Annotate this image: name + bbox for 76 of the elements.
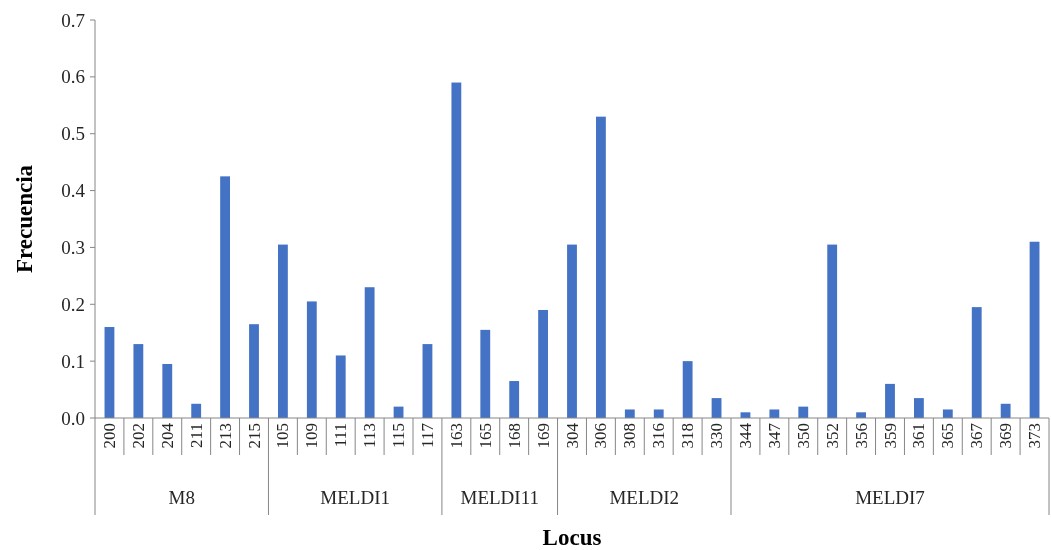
x-tick-label: 304 (562, 422, 582, 449)
bar (220, 176, 231, 418)
y-tick-label: 0.3 (61, 236, 85, 258)
x-tick-label: 105 (273, 423, 293, 449)
x-tick-label: 373 (1025, 423, 1045, 449)
x-tick-label: 356 (851, 423, 871, 449)
x-tick-label: 365 (938, 423, 958, 449)
x-tick-label: 204 (157, 422, 177, 449)
bar (827, 244, 838, 418)
text: MELDI2 (609, 486, 680, 508)
x-tick-label: 165 (475, 423, 495, 449)
x-tick-label: 330 (707, 423, 727, 449)
y-axis-title: Frecuencia (11, 164, 37, 274)
y-tick-label: 0.6 (61, 66, 85, 88)
x-tick-label: 213 (215, 423, 235, 449)
bar (422, 344, 433, 418)
text: MELDI1 (320, 486, 391, 508)
x-tick-label: 200 (99, 423, 119, 449)
bar (451, 82, 462, 418)
x-axis-title: Locus (542, 524, 602, 550)
x-tick-label: 215 (244, 423, 264, 449)
bar (191, 403, 202, 418)
y-tick-label: 0.1 (61, 350, 85, 372)
text: MELDI7 (855, 486, 925, 508)
x-tick-label: 367 (967, 422, 987, 449)
bar (624, 409, 635, 418)
bar (162, 363, 173, 418)
bar (1000, 403, 1011, 418)
x-tick-label: 318 (678, 423, 698, 449)
x-tick-label: 352 (822, 423, 842, 449)
y-tick-label: 0.5 (61, 123, 85, 145)
bar (682, 361, 693, 418)
bar (104, 327, 115, 418)
x-tick-label: 211 (186, 423, 206, 448)
x-tick-label: 163 (446, 423, 466, 449)
x-tick-label: 168 (504, 423, 524, 449)
bar (914, 398, 924, 418)
y-tick-label: 0.4 (61, 180, 86, 202)
bar (596, 116, 606, 418)
x-tick-label: 316 (649, 423, 669, 449)
bar (538, 309, 549, 418)
x-tick-label: 369 (996, 423, 1016, 449)
x-tick-label: 359 (880, 423, 900, 449)
bar (971, 307, 982, 418)
bar (885, 383, 895, 418)
x-tick-label: 361 (909, 423, 929, 449)
y-tick-label: 0.2 (61, 293, 85, 315)
x-tick-label: 308 (620, 423, 640, 449)
bar (1029, 241, 1040, 418)
bar (567, 244, 577, 418)
bar (653, 409, 664, 418)
x-tick-label: 347 (764, 422, 784, 449)
bar (509, 381, 520, 418)
bar (306, 301, 317, 418)
x-tick-label: 117 (417, 422, 437, 448)
bar (249, 324, 259, 418)
x-tick-label: 115 (389, 423, 409, 448)
bar (769, 409, 780, 418)
x-tick-label: 202 (128, 423, 148, 449)
bar (364, 287, 375, 418)
x-tick-label: 169 (533, 423, 553, 449)
x-tick-label: 109 (302, 423, 322, 449)
text: M8 (168, 486, 195, 508)
text: MELDI11 (460, 486, 539, 508)
bar (942, 409, 953, 418)
bar (335, 355, 346, 418)
x-tick-label: 306 (591, 423, 611, 449)
y-tick-label: 0.0 (61, 407, 85, 429)
bar (480, 329, 491, 418)
x-tick-label: 111 (331, 423, 351, 448)
bar (133, 344, 144, 418)
x-tick-label: 344 (735, 422, 755, 449)
x-tick-label: 113 (360, 423, 380, 448)
bar (278, 244, 288, 418)
y-tick-label: 0.7 (61, 9, 85, 31)
x-tick-label: 350 (793, 423, 813, 449)
